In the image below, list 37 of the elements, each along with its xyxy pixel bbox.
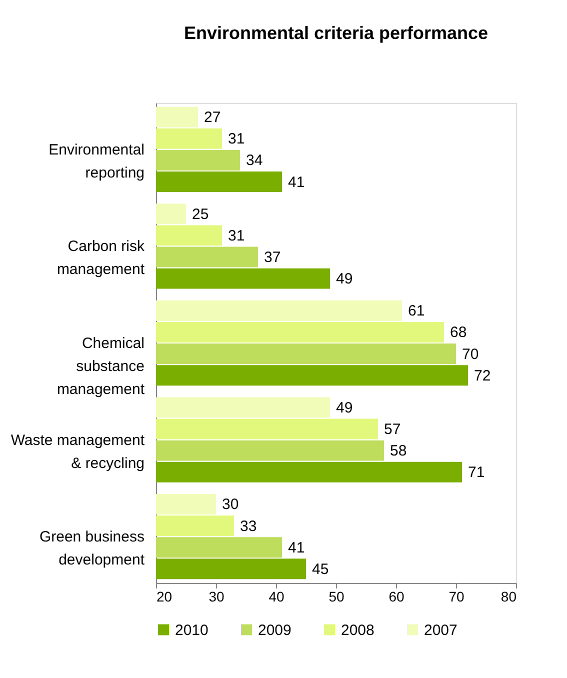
data-label: 71	[468, 464, 485, 482]
data-label: 57	[384, 420, 401, 438]
legend-label: 2007	[424, 622, 458, 639]
x-tick-label: 20	[156, 588, 172, 604]
x-tick-label: 30	[208, 588, 224, 604]
legend-label: 2009	[258, 622, 292, 639]
data-label: 72	[474, 367, 491, 384]
x-tick-label: 70	[448, 588, 464, 604]
y-tick-label: Chemical substance management	[56, 335, 146, 398]
legend-label: 2008	[341, 622, 374, 639]
data-label: 70	[462, 346, 479, 363]
x-tick-label: 50	[328, 588, 344, 604]
data-label: 61	[408, 302, 425, 320]
x-tick-label: 40	[268, 588, 284, 604]
data-label: 33	[240, 518, 257, 535]
data-label: 31	[228, 130, 245, 148]
data-label: 45	[312, 560, 329, 578]
data-label: 25	[192, 206, 209, 223]
data-label: 41	[288, 539, 305, 556]
data-label: 68	[450, 324, 467, 342]
data-label: 49	[336, 399, 353, 416]
data-label: 49	[336, 270, 353, 288]
data-label: 34	[246, 152, 263, 170]
x-tick-label: 80	[500, 588, 517, 604]
legend-label: 2010	[175, 622, 208, 639]
data-label: 41	[288, 174, 305, 191]
data-label: 37	[264, 249, 281, 266]
data-label: 31	[228, 227, 245, 244]
y-tick-label: Green business development	[39, 528, 146, 569]
y-tick-label: Carbon risk management	[56, 238, 146, 278]
data-label: 30	[222, 496, 239, 514]
y-tick-label: Waste management & recycling	[10, 432, 146, 472]
x-tick-label: 60	[388, 588, 404, 604]
data-label: 58	[390, 442, 407, 460]
y-tick-label: Environmental reporting	[48, 141, 144, 182]
chart-title: Environmental criteria performance	[184, 23, 488, 43]
data-label: 27	[204, 109, 221, 126]
